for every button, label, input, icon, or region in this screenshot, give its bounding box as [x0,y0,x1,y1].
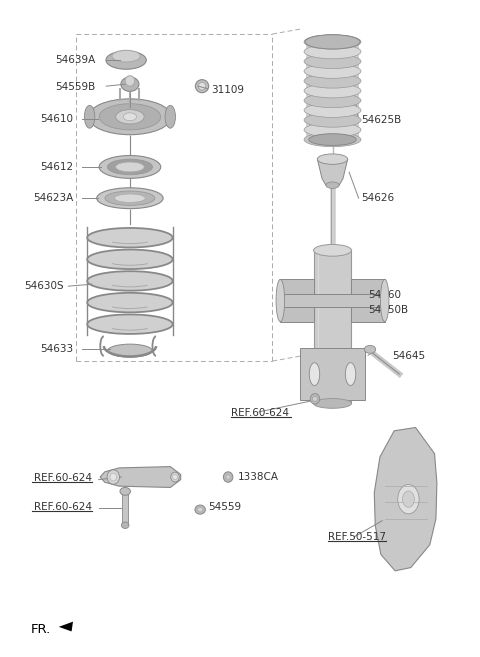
Bar [300,348,365,400]
Ellipse shape [304,64,361,78]
Ellipse shape [304,113,361,127]
Ellipse shape [123,113,137,121]
Ellipse shape [171,472,179,482]
Ellipse shape [195,79,209,93]
Ellipse shape [326,182,339,189]
Ellipse shape [87,250,173,269]
Ellipse shape [87,315,173,333]
Ellipse shape [87,229,173,247]
Text: 54650B: 54650B [368,306,408,315]
Ellipse shape [381,279,389,322]
Text: 54625B: 54625B [361,115,401,125]
Bar [122,491,128,525]
Ellipse shape [276,279,285,322]
Ellipse shape [304,133,361,147]
Ellipse shape [106,51,146,69]
Ellipse shape [121,77,139,91]
Text: 1338CA: 1338CA [238,472,278,482]
Ellipse shape [105,191,155,206]
Ellipse shape [121,522,129,528]
Ellipse shape [304,123,361,137]
Text: 54612: 54612 [40,162,73,172]
Bar [280,294,384,307]
Text: 54660: 54660 [368,290,401,300]
Ellipse shape [312,396,317,401]
Text: REF.60-624: REF.60-624 [34,473,92,484]
Text: 54645: 54645 [392,351,425,361]
Text: 54559: 54559 [208,502,241,512]
Text: 54633: 54633 [40,344,73,354]
Ellipse shape [120,487,131,495]
Ellipse shape [108,159,153,175]
Text: 54630S: 54630S [24,281,63,291]
Ellipse shape [313,244,351,256]
Bar [351,279,384,322]
Ellipse shape [108,344,152,357]
Ellipse shape [87,294,173,312]
Ellipse shape [116,162,144,172]
Ellipse shape [304,35,361,49]
Text: REF.50-517: REF.50-517 [328,532,386,542]
Ellipse shape [317,154,348,164]
Ellipse shape [87,272,173,290]
Ellipse shape [107,470,120,484]
Bar [280,279,313,322]
Text: 54559B: 54559B [55,83,96,93]
Ellipse shape [313,399,351,408]
Ellipse shape [304,93,361,108]
Ellipse shape [226,475,230,479]
Ellipse shape [84,105,95,128]
Polygon shape [317,159,348,185]
Text: 54610: 54610 [40,114,73,124]
Ellipse shape [345,363,356,386]
Ellipse shape [309,363,320,386]
Polygon shape [374,428,437,571]
Text: 54639A: 54639A [55,55,96,65]
Ellipse shape [304,74,361,88]
Text: REF.60-624: REF.60-624 [34,502,92,512]
Ellipse shape [223,472,233,482]
Ellipse shape [96,188,163,209]
Polygon shape [59,622,73,631]
Ellipse shape [403,491,414,507]
Ellipse shape [115,194,145,202]
Ellipse shape [112,51,140,62]
Ellipse shape [125,76,135,86]
Text: 54626: 54626 [361,193,394,203]
Text: 54623A: 54623A [33,193,73,203]
Ellipse shape [165,105,176,128]
Bar [313,250,351,403]
Ellipse shape [198,82,206,90]
Text: REF.60-624: REF.60-624 [231,408,289,419]
Ellipse shape [116,110,144,124]
Ellipse shape [305,35,360,49]
Bar [306,42,359,139]
Ellipse shape [99,104,161,130]
Ellipse shape [304,45,361,59]
Ellipse shape [88,99,171,135]
Text: 31109: 31109 [212,85,244,95]
Ellipse shape [398,484,419,514]
Ellipse shape [173,474,178,480]
Ellipse shape [304,55,361,68]
Ellipse shape [110,473,117,481]
Text: FR.: FR. [31,623,51,636]
Ellipse shape [99,156,161,178]
Ellipse shape [310,394,320,404]
Ellipse shape [198,507,203,512]
Ellipse shape [309,134,356,145]
Ellipse shape [304,83,361,98]
Polygon shape [100,466,180,487]
Ellipse shape [195,505,205,514]
Ellipse shape [304,103,361,118]
Ellipse shape [364,346,376,353]
